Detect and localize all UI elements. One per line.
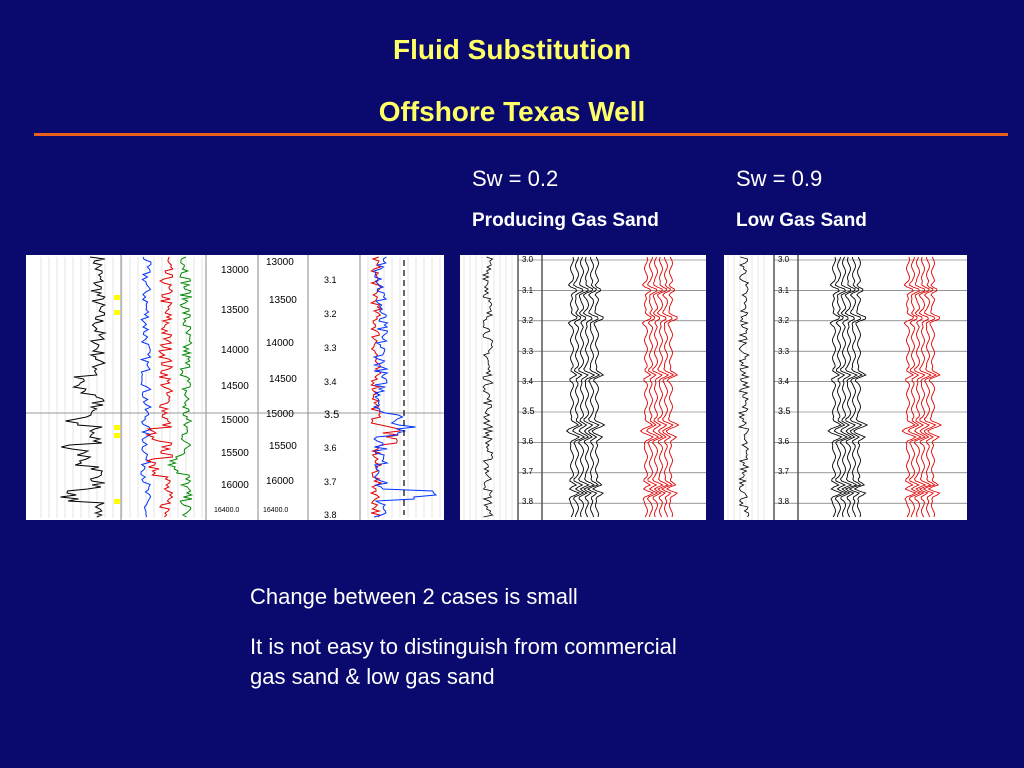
time-tick-label: 3.1 xyxy=(324,275,337,285)
depth-tick-label: 13000 xyxy=(221,265,249,276)
velocity-curve-red xyxy=(145,256,174,518)
substituted-velocity-track xyxy=(369,256,438,518)
note-hard-to-distinguish: It is not easy to distinguish from comme… xyxy=(250,634,677,689)
gamma-ray-track xyxy=(60,256,107,518)
depth-tick-label: 15000 xyxy=(266,409,294,420)
substituted-curve-blue xyxy=(372,256,438,518)
impedance-log-curve xyxy=(737,256,751,518)
note-change-small: Change between 2 cases is small xyxy=(250,584,578,609)
synthetic-traces-red xyxy=(901,256,943,518)
depth-tick-label: 14500 xyxy=(269,374,297,385)
depth-track-right: 13000 13500 14000 14500 15000 15500 1600… xyxy=(263,257,297,514)
gamma-ray-curve xyxy=(60,256,107,518)
time-tick-label: 3.4 xyxy=(324,377,337,387)
time-axis: 3.0 3.1 3.2 3.3 3.4 3.5 3.6 3.7 3.8 xyxy=(522,255,535,506)
depth-tick-label: 13000 xyxy=(266,257,294,268)
time-tick-label: 3.8 xyxy=(778,497,790,506)
time-tick-label: 3.6 xyxy=(324,443,337,453)
well-log-panel: 13000 13500 14000 14500 15000 15500 1600… xyxy=(26,255,444,520)
well-log-display: 13000 13500 14000 14500 15000 15500 1600… xyxy=(26,255,444,520)
depth-tick-label: 14000 xyxy=(266,338,294,349)
depth-tick-label: 14500 xyxy=(221,381,249,392)
time-tick-label: 3.4 xyxy=(522,377,534,386)
time-tick-label: 3.3 xyxy=(324,343,337,353)
time-tick-label: 3.5 xyxy=(522,406,535,416)
synthetic-traces-black xyxy=(565,256,606,518)
seismic-panel-case-2: 3.0 3.1 3.2 3.3 3.4 3.5 3.6 3.7 3.8 xyxy=(724,255,967,520)
time-tick-label: 3.1 xyxy=(522,286,534,295)
time-tick-label: 3.3 xyxy=(522,347,534,356)
time-tick-label: 3.8 xyxy=(522,497,534,506)
case-1-sw-label: Sw = 0.2 xyxy=(472,166,559,191)
substituted-curve-red xyxy=(369,256,401,518)
time-tick-label: 3.1 xyxy=(778,286,790,295)
time-tick-label: 3.7 xyxy=(522,467,534,476)
time-tick-label: 3.0 xyxy=(522,255,534,264)
impedance-log-curve xyxy=(481,256,494,518)
velocity-track xyxy=(145,256,194,518)
velocity-curve-green xyxy=(166,256,194,518)
synthetic-traces-red xyxy=(639,256,680,518)
case-2-sw-label: Sw = 0.9 xyxy=(736,166,823,191)
time-tick-label: 3.6 xyxy=(778,437,790,446)
time-tick-label: 3.7 xyxy=(778,467,790,476)
depth-tick-label: 13500 xyxy=(269,295,297,306)
time-tick-label: 3.0 xyxy=(778,255,790,264)
time-tick-label: 3.5 xyxy=(778,406,791,416)
case-1-description: Producing Gas Sand xyxy=(472,210,659,231)
depth-tick-label: 15500 xyxy=(269,441,297,452)
time-tick-label: 3.3 xyxy=(778,347,790,356)
depth-bottom-label: 16400.0 xyxy=(263,507,288,514)
depth-bottom-label: 16400.0 xyxy=(214,507,239,514)
slide-title: Fluid Substitution xyxy=(393,34,631,65)
seismic-gridlines xyxy=(463,255,706,520)
time-tick-label: 3.5 xyxy=(324,409,339,421)
depth-tick-label: 13500 xyxy=(221,305,249,316)
synthetic-traces-black xyxy=(827,256,869,518)
case-2-description: Low Gas Sand xyxy=(736,210,867,231)
time-tick-label: 3.7 xyxy=(324,477,337,487)
depth-tick-label: 14000 xyxy=(221,345,249,356)
depth-tick-label: 15000 xyxy=(221,415,249,426)
depth-tick-label: 15500 xyxy=(221,448,249,459)
synthetic-seismogram-case-2: 3.0 3.1 3.2 3.3 3.4 3.5 3.6 3.7 3.8 xyxy=(727,255,967,520)
time-tick-label: 3.2 xyxy=(522,316,534,325)
depth-tick-label: 16000 xyxy=(266,476,294,487)
time-tick-label: 3.2 xyxy=(778,316,790,325)
seismic-panel-case-1: 3.0 3.1 3.2 3.3 3.4 3.5 3.6 3.7 3.8 xyxy=(460,255,706,520)
resistivity-track xyxy=(139,256,153,518)
slide-subtitle: Offshore Texas Well xyxy=(378,96,646,127)
time-track: 3.1 3.2 3.3 3.4 3.5 3.6 3.7 3.8 xyxy=(324,275,339,520)
seismic-gridlines xyxy=(727,255,967,520)
depth-tick-label: 16000 xyxy=(221,480,249,491)
depth-track-left: 13000 13500 14000 14500 15000 15500 1600… xyxy=(214,265,249,514)
resistivity-curve xyxy=(139,256,153,518)
time-tick-label: 3.6 xyxy=(522,437,534,446)
title-divider xyxy=(34,133,1008,136)
synthetic-seismogram-case-1: 3.0 3.1 3.2 3.3 3.4 3.5 3.6 3.7 3.8 xyxy=(463,255,706,520)
time-tick-label: 3.8 xyxy=(324,510,337,520)
time-tick-label: 3.2 xyxy=(324,309,337,319)
time-axis: 3.0 3.1 3.2 3.3 3.4 3.5 3.6 3.7 3.8 xyxy=(778,255,791,506)
time-tick-label: 3.4 xyxy=(778,377,790,386)
